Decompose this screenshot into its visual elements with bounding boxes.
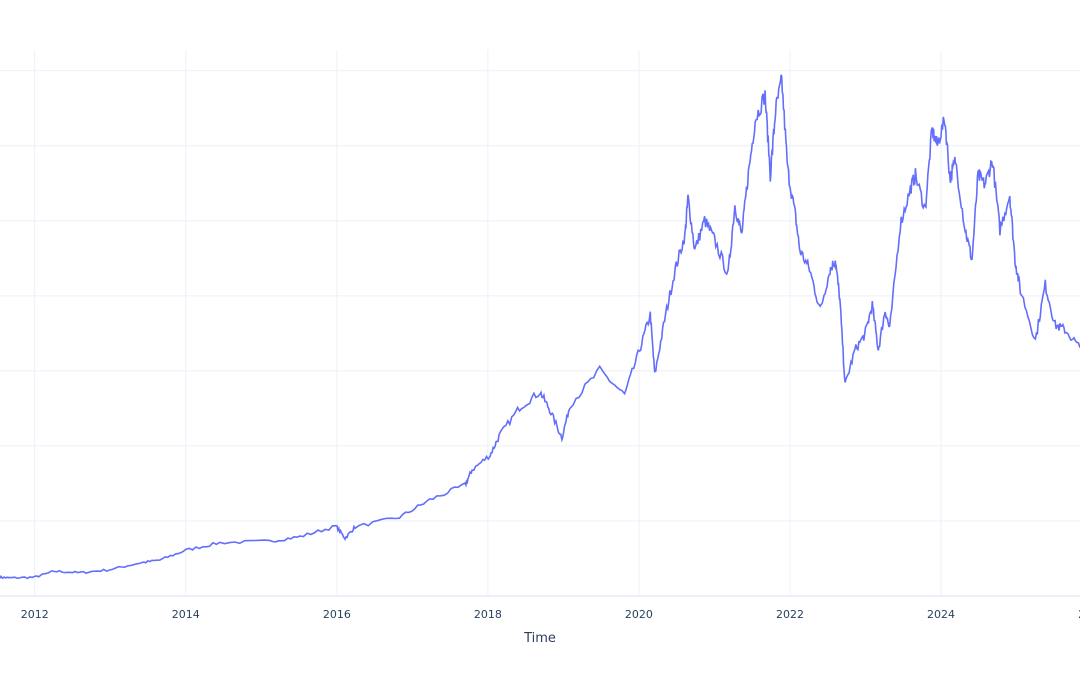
x-axis-title: Time bbox=[523, 631, 556, 646]
x-tick-label: 2026 bbox=[1078, 608, 1080, 621]
x-tick-label: 2022 bbox=[776, 608, 804, 621]
x-tick-label: 2016 bbox=[323, 608, 351, 621]
x-tick-label: 2018 bbox=[474, 608, 502, 621]
series-line bbox=[0, 74, 1080, 580]
x-tick-label: 2020 bbox=[625, 608, 653, 621]
x-tick-label: 2012 bbox=[21, 608, 49, 621]
x-tick-label: 2014 bbox=[172, 608, 200, 621]
x-tick-label: 2024 bbox=[927, 608, 955, 621]
